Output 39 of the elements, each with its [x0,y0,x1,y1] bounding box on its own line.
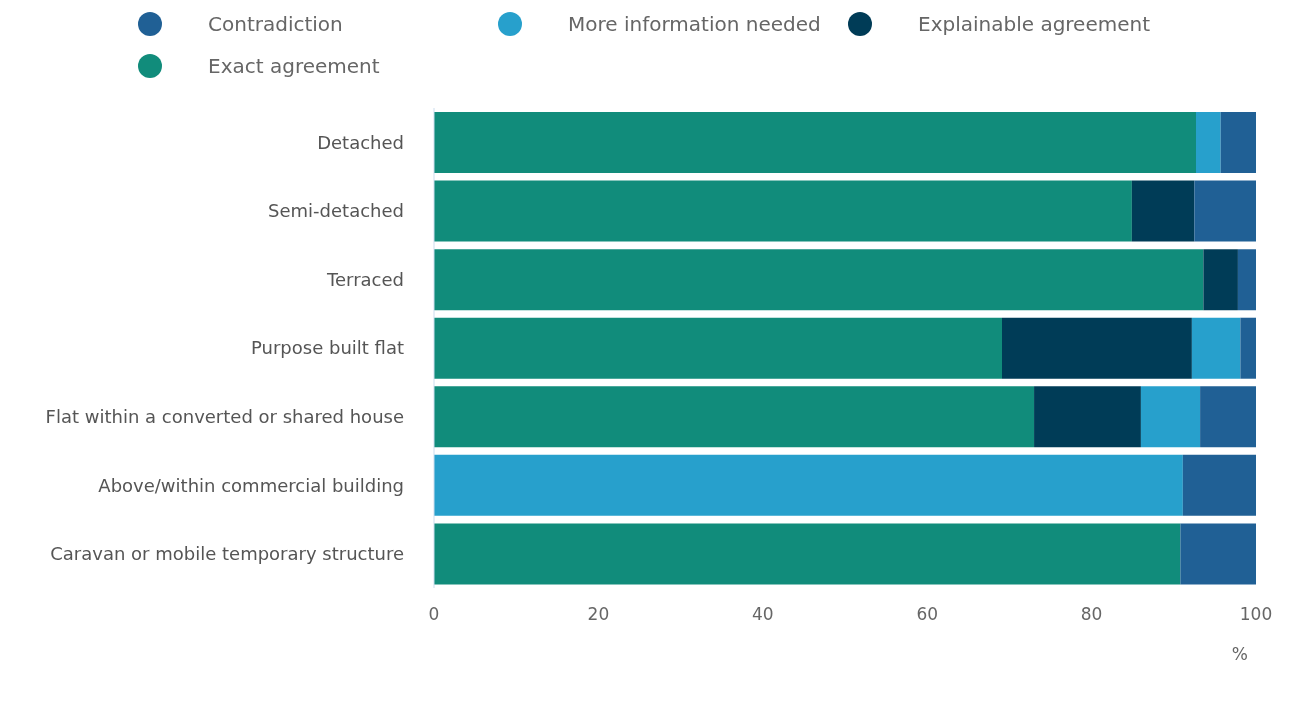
y-tick-label: Flat within a converted or shared house [45,405,404,427]
bar [434,386,1035,448]
bar [1237,249,1256,311]
x-tick-label: 100 [1239,604,1273,625]
x-tick-label: 20 [587,604,610,625]
bar [1131,180,1195,242]
y-tick-label: Terraced [326,268,404,290]
legend-label: Explainable agreement [918,12,1151,36]
bar [1182,454,1256,516]
bar [1002,317,1192,379]
y-tick-label: Caravan or mobile temporary structure [50,543,404,565]
y-tick-label: Purpose built flat [251,337,404,359]
bar [434,249,1204,311]
bar [1220,112,1256,173]
y-tick-label: Semi-detached [268,200,404,222]
x-tick-label: 0 [428,604,440,625]
bar [1034,386,1141,448]
bar [434,180,1132,242]
bar [1180,523,1256,585]
x-axis-title: % [1231,644,1248,664]
bar [1203,249,1238,311]
legend-label: Exact agreement [208,54,380,78]
y-tick-label: Detached [317,131,404,153]
bar [434,112,1196,173]
x-tick-label: 40 [751,604,774,625]
y-tick-label: Above/within commercial building [98,474,404,496]
bar [434,454,1183,516]
legend-label: Contradiction [208,12,343,36]
bar [434,317,1002,379]
bar [1191,317,1241,379]
x-tick-label: 80 [1080,604,1103,625]
bar [1194,180,1256,242]
bar [1140,386,1201,448]
bar [434,523,1181,585]
legend-label: More information needed [568,12,821,36]
bar [1240,317,1256,379]
bar [1195,112,1221,173]
bar [1200,386,1256,448]
x-tick-label: 60 [916,604,939,625]
